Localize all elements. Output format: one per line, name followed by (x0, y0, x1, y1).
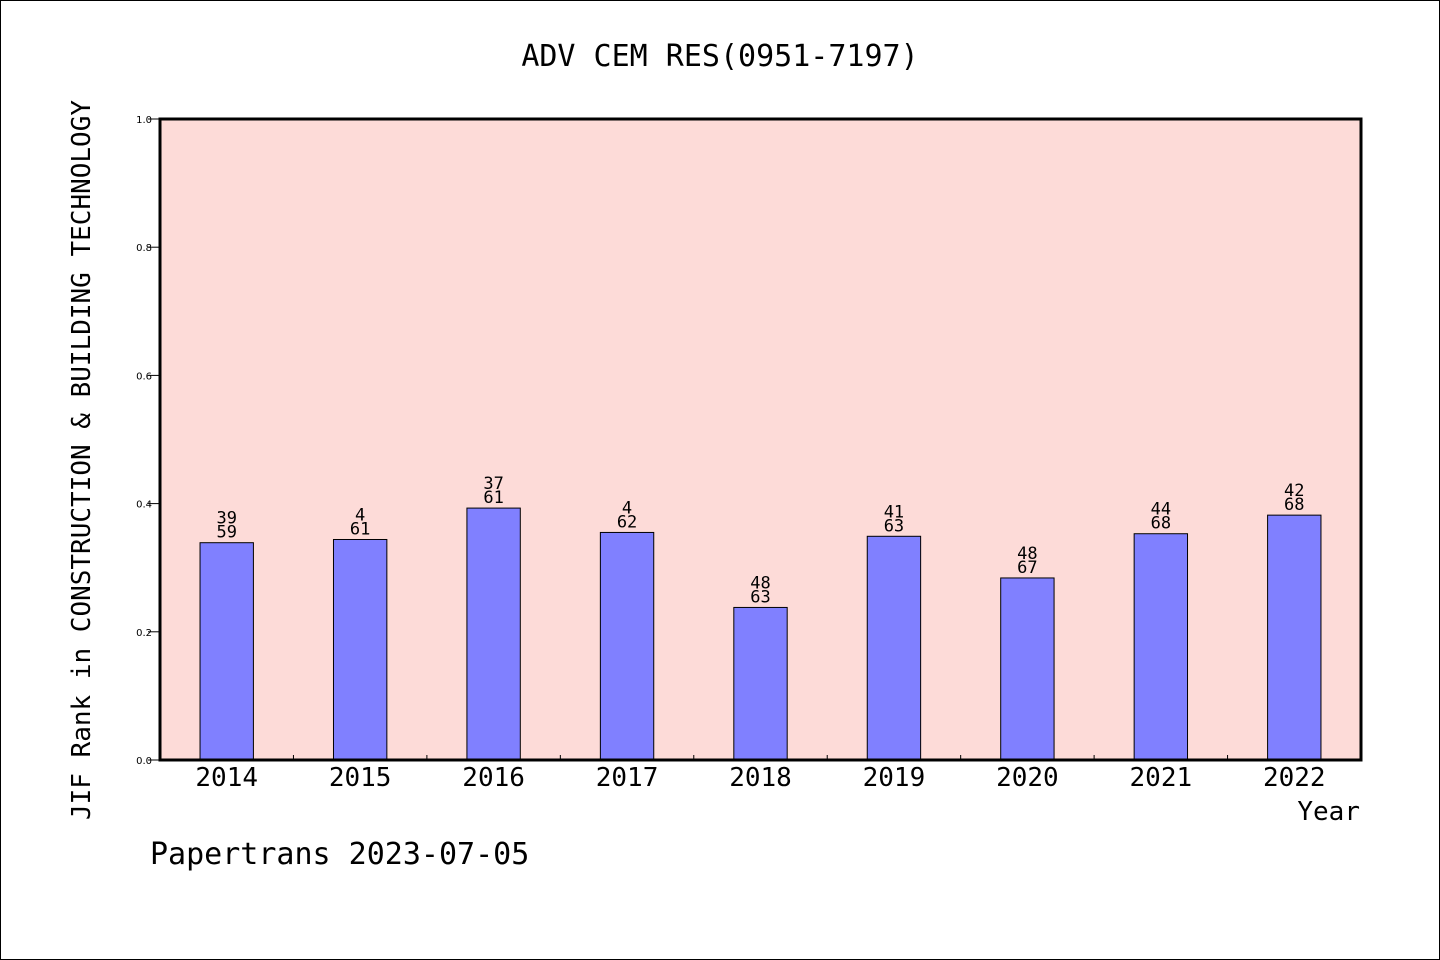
y-axis: 0.0 0.2 0.4 0.6 0.8 1.0 (136, 115, 160, 767)
bar-2021 (1133, 533, 1189, 761)
bar-label-rank: 44 (1151, 500, 1171, 520)
y-tick-label: 0.6 (136, 371, 152, 382)
y-axis-label: JIF Rank in CONSTRUCTION & BUILDING TECH… (67, 100, 97, 820)
x-tick-label: 2018 (729, 763, 792, 793)
bar-label-total: 67 (1017, 558, 1037, 578)
x-tick-label: 2016 (462, 763, 525, 793)
bar-label-rank: 42 (1284, 481, 1304, 501)
bar-label-total: 63 (750, 587, 770, 607)
y-tick-label: 0.0 (136, 756, 152, 767)
bar-2020 (1000, 577, 1055, 761)
bar-2017 (599, 531, 655, 761)
y-tick-label: 1.0 (136, 115, 152, 126)
plot-border (158, 117, 1363, 762)
bar-label-total: 61 (483, 488, 503, 508)
bar-2015 (332, 538, 388, 761)
bar-label-rank: 48 (750, 573, 770, 593)
bar-label-rank: 4 (355, 505, 365, 525)
bar-2022 (1267, 514, 1322, 761)
bar-label-rank: 48 (1017, 544, 1037, 564)
bar-label-total: 62 (617, 512, 637, 532)
x-tick-label: 2017 (596, 763, 659, 793)
bar-label-rank: 4 (622, 498, 632, 518)
x-tick-label: 2019 (863, 763, 926, 793)
bar-2019 (866, 535, 922, 761)
x-tick-label: 2021 (1130, 763, 1193, 793)
bars (199, 507, 1322, 761)
bar-label-total: 61 (350, 519, 370, 539)
y-tick-label: 0.2 (136, 628, 152, 639)
x-axis: 2014 2015 2016 2017 2018 2019 2020 2021 2022 (195, 755, 1326, 793)
x-tick-label: 2015 (329, 763, 392, 793)
bar-label-total: 63 (884, 516, 904, 536)
bar-label-total: 59 (216, 523, 236, 543)
x-tick-label: 2022 (1263, 763, 1326, 793)
bar-label-rank: 39 (216, 509, 236, 529)
y-tick-label: 0.4 (136, 500, 152, 511)
bar-2018 (733, 606, 788, 761)
bar-label-rank: 41 (884, 502, 904, 522)
x-axis-label: Year (1297, 797, 1360, 827)
bar-label-total: 68 (1284, 495, 1304, 515)
x-tick-label: 2020 (996, 763, 1059, 793)
chart-title: ADV CEM RES(0951-7197) (521, 39, 918, 74)
bar-2016 (466, 507, 521, 761)
footer-credit: Papertrans 2023-07-05 (150, 837, 529, 872)
bar-label-total: 68 (1151, 514, 1171, 534)
bar-label-rank: 37 (483, 474, 503, 494)
y-tick-label: 0.8 (136, 243, 152, 254)
x-tick-label: 2014 (195, 763, 258, 793)
bar-2014 (199, 542, 254, 761)
